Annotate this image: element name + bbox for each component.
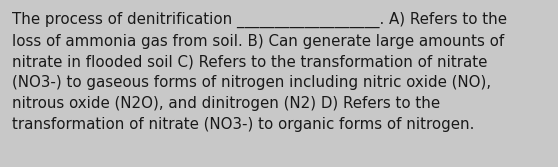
Text: The process of denitrification ___________________. A) Refers to the
loss of amm: The process of denitrification _________…: [12, 12, 507, 132]
